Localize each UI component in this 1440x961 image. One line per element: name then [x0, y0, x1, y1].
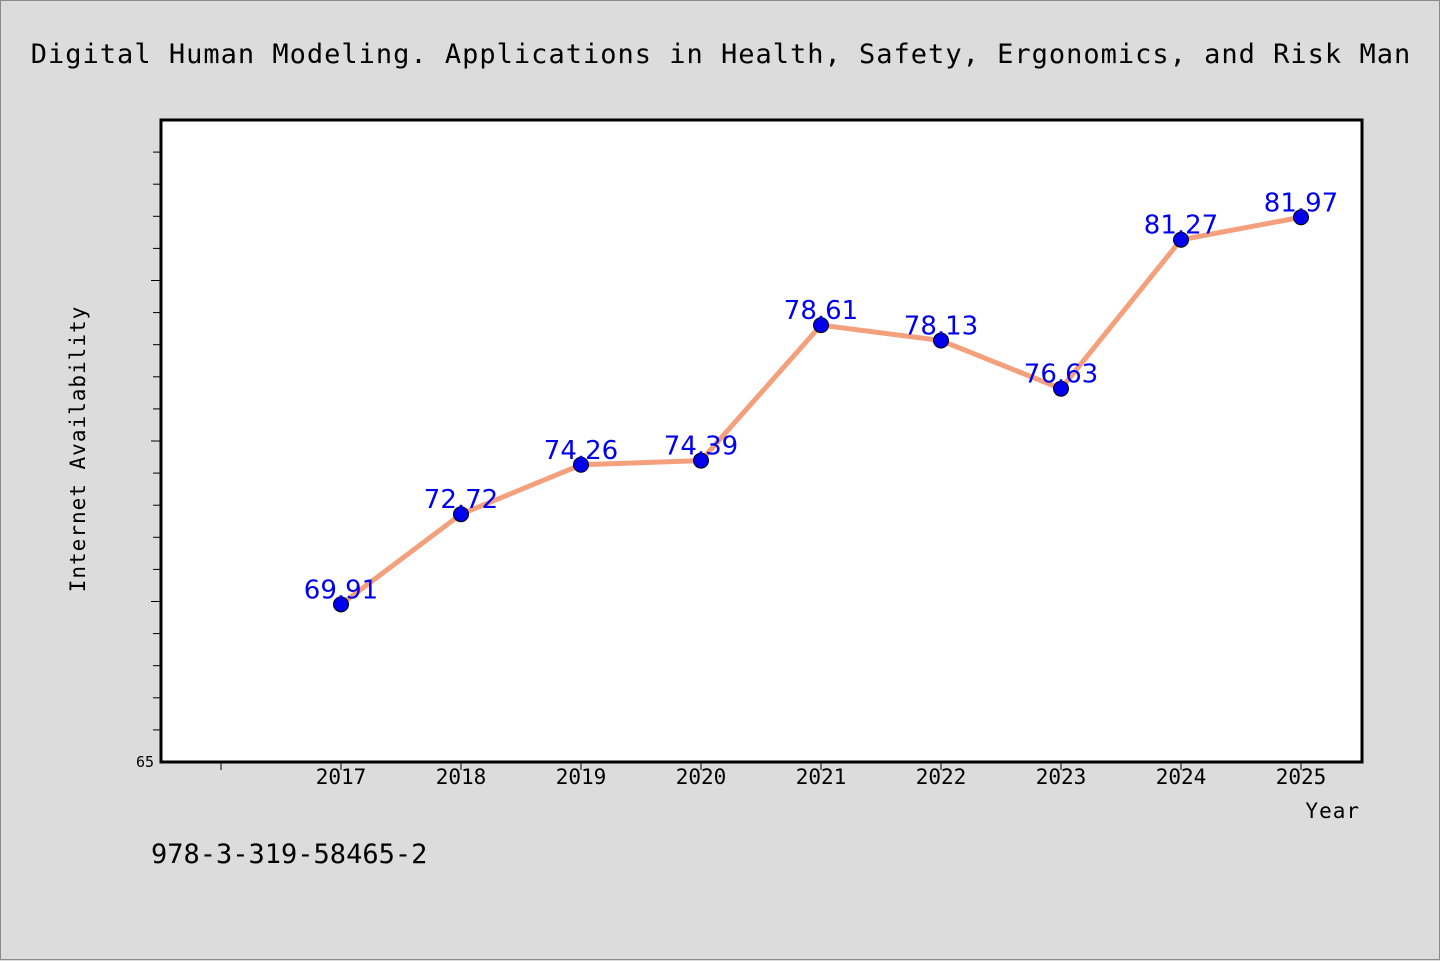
y-tick-label: 65 — [136, 753, 154, 771]
x-tick-label: 2025 — [1276, 765, 1327, 789]
data-label: 78.61 — [784, 296, 858, 326]
data-point — [333, 596, 349, 613]
data-label: 74.39 — [664, 432, 738, 462]
plot-area — [159, 118, 1364, 764]
data-point — [813, 317, 829, 334]
data-label: 81.97 — [1264, 188, 1338, 218]
data-markers — [333, 209, 1309, 613]
data-point — [693, 452, 709, 469]
chart-title: Digital Human Modeling. Applications in … — [31, 39, 1411, 70]
data-point — [1293, 209, 1309, 226]
data-label: 78.13 — [904, 312, 978, 342]
x-tick-label: 2022 — [916, 765, 967, 789]
data-label: 72.72 — [424, 485, 498, 515]
x-tick-label: 2020 — [676, 765, 727, 789]
x-tick-label: 2024 — [1156, 765, 1207, 789]
x-tick-label: 2023 — [1036, 765, 1087, 789]
x-axis-label: Year — [1305, 799, 1360, 823]
y-axis-ticks — [151, 151, 161, 731]
data-label: 74.26 — [544, 436, 618, 466]
data-point — [1173, 231, 1189, 248]
x-tick-label: 2019 — [556, 765, 607, 789]
x-axis-ticks: 2017 2018 2019 2020 2021 2022 2023 2024 2025 — [220, 762, 1327, 789]
data-label: 69.91 — [304, 575, 378, 605]
data-point — [1053, 380, 1069, 397]
data-label: 76.63 — [1024, 360, 1098, 390]
data-labels: 69.91 72.72 74.26 74.39 78.61 78.13 76.63 81.27… — [304, 188, 1338, 605]
x-tick-label: 2021 — [796, 765, 847, 789]
data-point — [453, 506, 469, 523]
y-axis-label: Internet Availability — [66, 306, 90, 593]
footnote-isbn: 978-3-319-58465-2 — [151, 839, 427, 870]
x-tick-label: 2018 — [436, 765, 487, 789]
data-point — [573, 456, 589, 473]
data-point — [933, 332, 949, 349]
x-tick-label: 2017 — [316, 765, 367, 789]
data-label: 81.27 — [1144, 211, 1218, 241]
